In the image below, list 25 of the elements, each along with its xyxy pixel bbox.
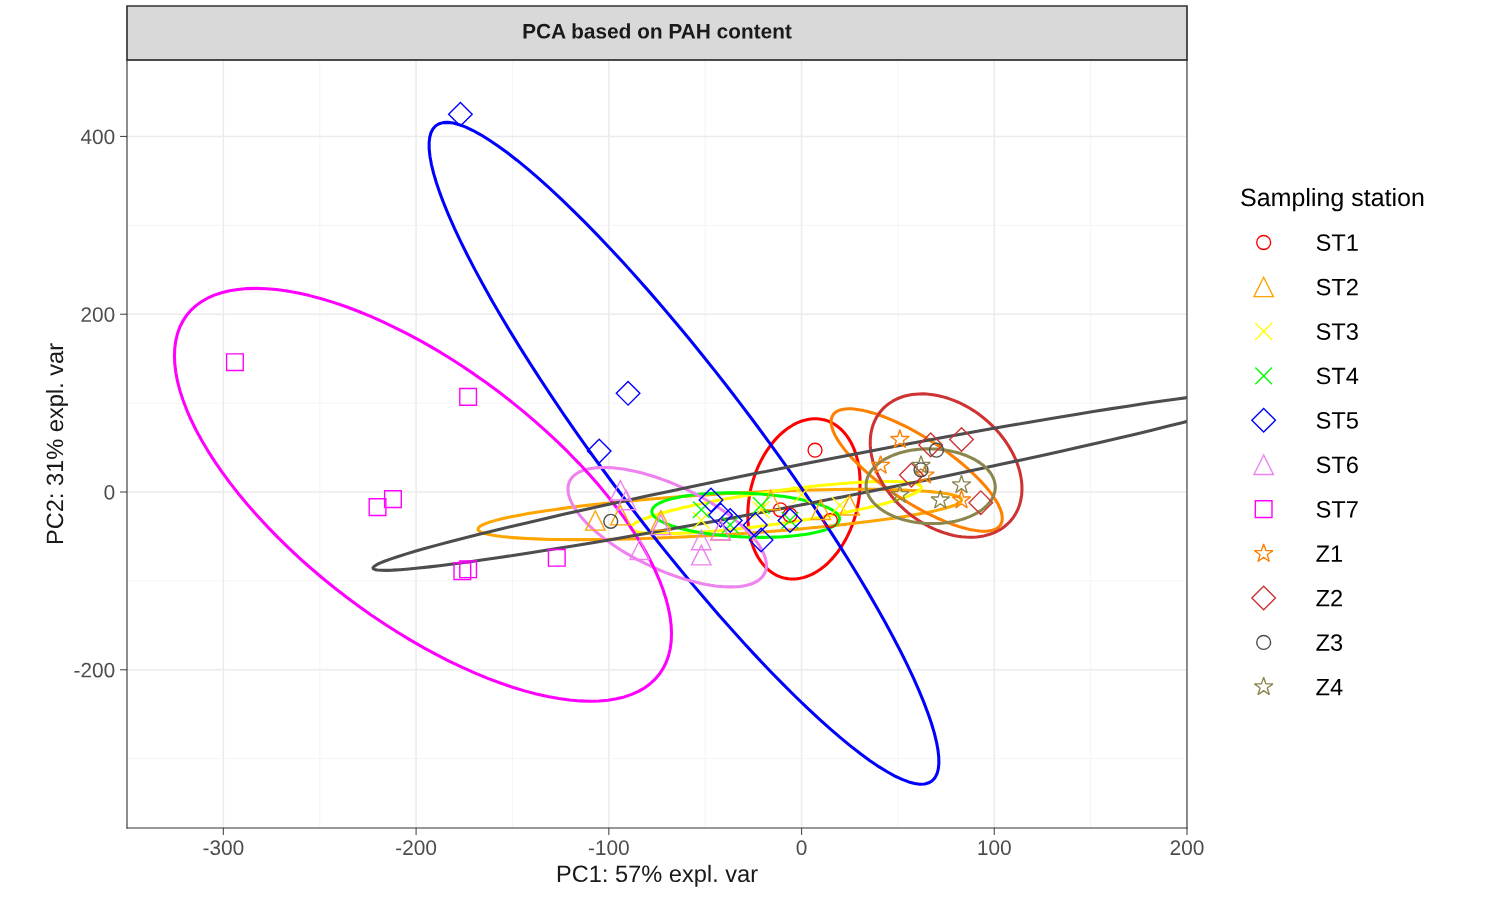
x-tick-label: -200 [396,840,437,856]
legend-label: Z4 [1316,678,1343,696]
x-tick-label: 200 [1170,840,1204,856]
legend-label: Z2 [1316,589,1342,607]
legend-label: ST1 [1316,234,1358,251]
y-tick-label: 200 [81,307,115,322]
y-tick-label: -200 [74,662,115,678]
legend-label: ST2 [1316,278,1358,296]
x-tick-label: 0 [796,840,807,856]
legend-label: ST7 [1316,500,1358,518]
y-axis-title: PC2: 31% expl. var [45,343,68,544]
y-tick-label: 400 [80,129,115,145]
legend-label: ST6 [1316,456,1358,474]
x-tick-label: -300 [203,840,244,856]
legend-label: ST4 [1316,367,1359,385]
legend-label: Z1 [1316,545,1343,562]
legend-label: Z3 [1316,634,1343,651]
x-axis-title: PC1: 57% expl. var [557,864,758,887]
legend-title: Sampling station [1241,187,1424,212]
x-tick-label: 100 [978,840,1011,856]
legend-label: ST3 [1316,323,1358,340]
x-tick-label: -100 [588,840,629,856]
legend-label: ST5 [1316,412,1358,429]
y-tick-label: 0 [104,485,115,500]
chart-title: PCA based on PAH content [523,23,792,39]
